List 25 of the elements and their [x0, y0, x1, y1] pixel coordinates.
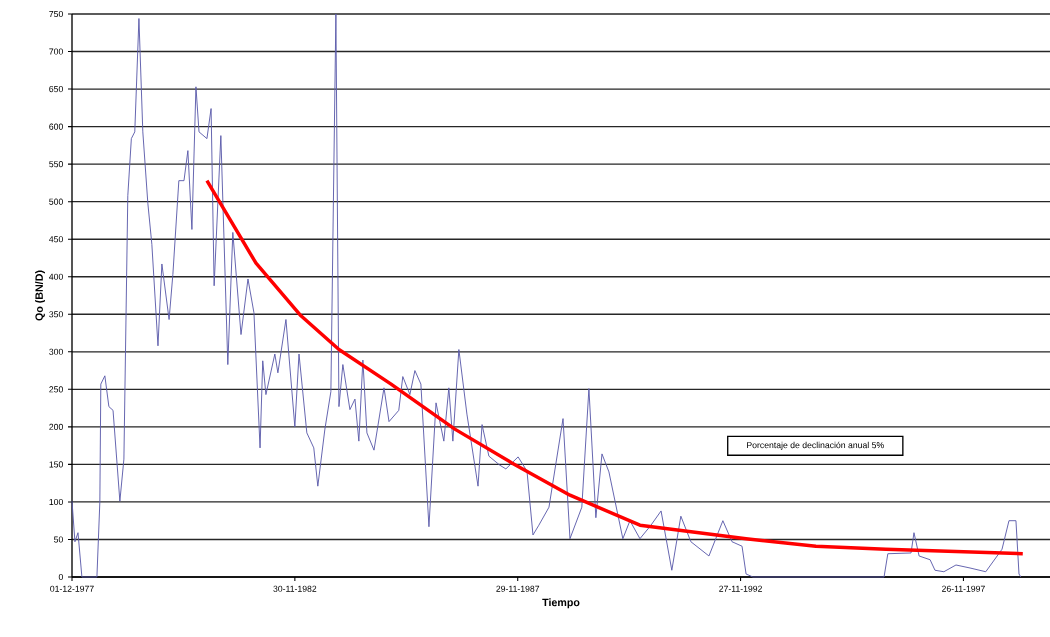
line-series [205, 178, 1025, 556]
y-tick-label: 650 [49, 86, 63, 93]
annotation: Porcentaje de declinación anual 5% [747, 441, 884, 450]
y-tick-label: 150 [49, 461, 63, 468]
y-tick-label: 200 [49, 423, 63, 430]
y-tick-label: 700 [49, 48, 63, 55]
y-tick-label: 50 [54, 536, 63, 543]
y-tick-label: 350 [49, 311, 63, 318]
y-tick-label: 0 [58, 573, 63, 581]
x-tick-label: 29-11-1987 [496, 585, 540, 592]
x-tick-label: 26-11-1997 [942, 585, 985, 592]
y-tick-label: 100 [49, 498, 63, 505]
x-tick-label: 01-12-1977 [50, 585, 94, 592]
y-tick-label: 400 [49, 273, 63, 280]
y-tick-label: 300 [49, 348, 63, 355]
y-tick-label: 450 [49, 236, 63, 243]
y-tick-label: 500 [49, 198, 63, 205]
y-tick-label: 550 [49, 161, 63, 168]
x-axis-title: Tiempo [542, 598, 580, 609]
x-tick-label: 27-11-1992 [719, 585, 762, 592]
y-axis-title: Qo (BN/D) [35, 270, 46, 321]
y-tick-label: 600 [49, 123, 63, 130]
x-tick-label: 30-11-1982 [273, 585, 317, 592]
y-tick-label: 750 [49, 10, 63, 18]
y-tick-label: 250 [49, 386, 63, 393]
